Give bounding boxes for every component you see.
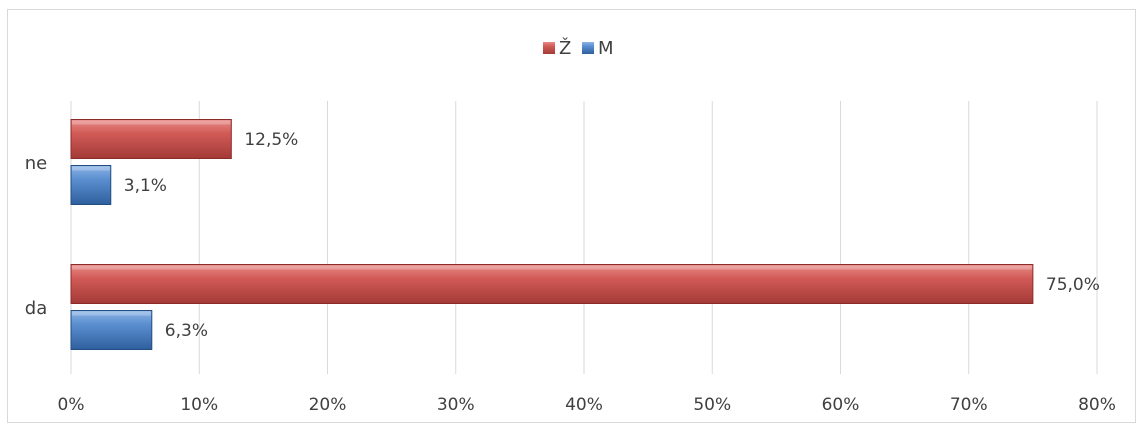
y-axis-category-labels: ne da <box>25 153 47 319</box>
x-tick-label: 80% <box>1078 395 1116 415</box>
x-tick-label: 60% <box>822 395 860 415</box>
x-tick-label: 40% <box>565 395 603 415</box>
x-tick-label: 30% <box>437 395 475 415</box>
x-tick-label: 20% <box>309 395 347 415</box>
bar-bevel <box>72 311 151 316</box>
bar-chart: Ž M 0% 10% 20% 30% 40% 50% 60% 70% 80% ne da 12,5… <box>25 37 1116 415</box>
data-label: 3,1% <box>124 176 167 196</box>
data-label: 6,3% <box>165 321 208 341</box>
bars <box>70 119 1034 350</box>
category-label: ne <box>25 153 47 174</box>
bar-m-ne <box>70 165 112 205</box>
x-tick-label: 0% <box>58 395 85 415</box>
data-labels: 12,5% 3,1% 75,0% 6,3% <box>124 130 1100 341</box>
bar-bevel <box>72 265 1032 270</box>
x-tick-label: 50% <box>693 395 731 415</box>
legend-label-z: Ž <box>559 37 571 59</box>
bar-z-da <box>70 264 1034 304</box>
bar-m-da <box>70 310 153 350</box>
data-label: 12,5% <box>244 130 298 150</box>
bar-bevel <box>72 120 231 125</box>
x-axis-tick-labels: 0% 10% 20% 30% 40% 50% 60% 70% 80% <box>58 395 1116 415</box>
chart-frame: Ž M 0% 10% 20% 30% 40% 50% 60% 70% 80% ne da 12,5… <box>7 9 1136 423</box>
bar-z-ne <box>70 119 232 159</box>
category-label: da <box>25 298 47 319</box>
x-tick-label: 10% <box>180 395 218 415</box>
data-label: 75,0% <box>1046 275 1100 295</box>
legend-swatch-z <box>543 42 555 54</box>
x-tick-label: 70% <box>950 395 988 415</box>
legend: Ž M <box>543 37 614 59</box>
legend-swatch-m <box>582 42 594 54</box>
legend-label-m: M <box>598 38 614 59</box>
bar-bevel <box>72 166 110 171</box>
